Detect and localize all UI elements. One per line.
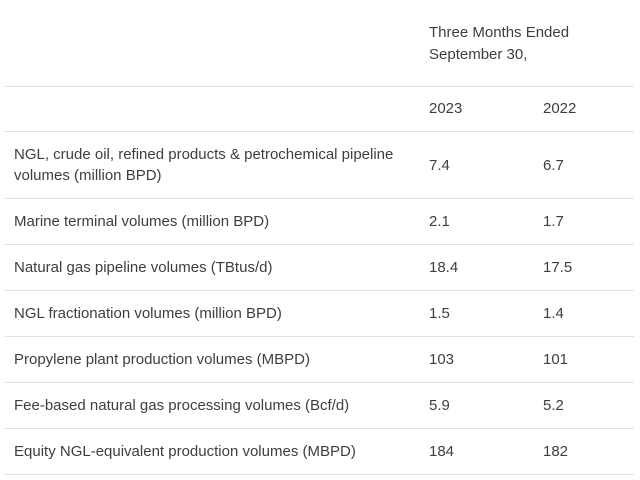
row-label: Propylene plant production volumes (MBPD… xyxy=(5,336,420,383)
table-row: NGL, crude oil, refined products & petro… xyxy=(5,131,634,199)
empty-corner-cell xyxy=(5,0,420,87)
row-value-2022: 6.7 xyxy=(534,131,634,199)
volumes-table-container: Three Months Ended September 30, 2023 20… xyxy=(5,0,634,475)
table-row: Natural gas pipeline volumes (TBtus/d) 18… xyxy=(5,244,634,291)
row-value-2022: 1.7 xyxy=(534,198,634,245)
row-value-2022: 17.5 xyxy=(534,244,634,291)
table-row: Equity NGL-equivalent production volumes… xyxy=(5,428,634,475)
table-row: Fee-based natural gas processing volumes… xyxy=(5,382,634,429)
volumes-table: Three Months Ended September 30, 2023 20… xyxy=(5,0,634,475)
row-value-2023: 5.9 xyxy=(420,382,534,429)
table-row: Marine terminal volumes (million BPD) 2.1… xyxy=(5,198,634,245)
table-body: NGL, crude oil, refined products & petro… xyxy=(5,131,634,475)
row-value-2022: 101 xyxy=(534,336,634,383)
row-label: Natural gas pipeline volumes (TBtus/d) xyxy=(5,244,420,291)
row-label: Marine terminal volumes (million BPD) xyxy=(5,198,420,245)
empty-label-cell xyxy=(5,86,420,132)
table-row: NGL fractionation volumes (million BPD) 1… xyxy=(5,290,634,337)
row-label: NGL fractionation volumes (million BPD) xyxy=(5,290,420,337)
table-row: Propylene plant production volumes (MBPD… xyxy=(5,336,634,383)
column-header-2023: 2023 xyxy=(420,86,534,132)
row-value-2023: 184 xyxy=(420,428,534,475)
row-value-2022: 1.4 xyxy=(534,290,634,337)
row-value-2023: 2.1 xyxy=(420,198,534,245)
row-label: Fee-based natural gas processing volumes… xyxy=(5,382,420,429)
row-value-2023: 7.4 xyxy=(420,131,534,199)
row-value-2023: 1.5 xyxy=(420,290,534,337)
period-header-row: Three Months Ended September 30, xyxy=(5,0,634,87)
period-header: Three Months Ended September 30, xyxy=(420,0,634,87)
row-label: Equity NGL-equivalent production volumes… xyxy=(5,428,420,475)
row-value-2022: 182 xyxy=(534,428,634,475)
row-value-2022: 5.2 xyxy=(534,382,634,429)
column-header-2022: 2022 xyxy=(534,86,634,132)
row-label: NGL, crude oil, refined products & petro… xyxy=(5,131,420,199)
row-value-2023: 103 xyxy=(420,336,534,383)
years-header-row: 2023 2022 xyxy=(5,86,634,132)
row-value-2023: 18.4 xyxy=(420,244,534,291)
